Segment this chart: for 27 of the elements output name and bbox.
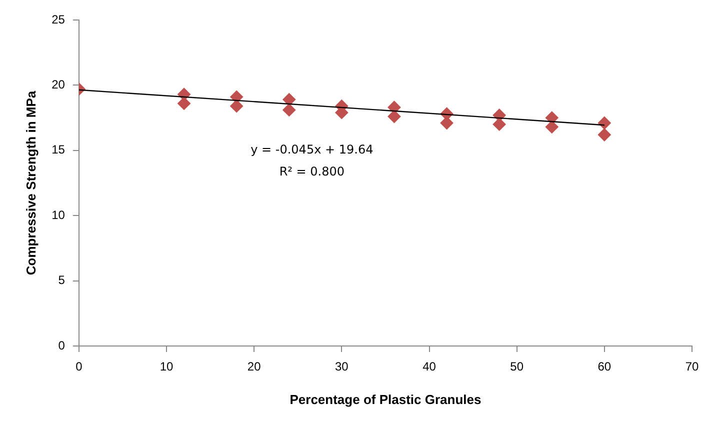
y-tick-label: 20 [52, 78, 66, 92]
x-tick-label: 40 [422, 360, 436, 374]
x-tick-label: 0 [76, 360, 83, 374]
y-tick-label: 25 [52, 12, 66, 26]
point [230, 100, 244, 113]
annotation: R² = 0.800 [279, 164, 344, 179]
y-tick-label: 0 [58, 338, 66, 352]
point [282, 93, 296, 106]
point [282, 103, 296, 116]
point [178, 96, 191, 110]
x-tick-label: 30 [335, 360, 349, 374]
x-tick-label: 20 [247, 360, 262, 374]
x-tick-label: 10 [160, 360, 174, 374]
x-tick-label: 60 [598, 360, 612, 374]
x-tick-label: 70 [685, 360, 699, 374]
y-axis-title: Compressive Strength in MPa [23, 90, 38, 276]
point [440, 116, 454, 130]
y-tick-label: 10 [52, 208, 66, 222]
x-axis-title: Percentage of Plastic Granules [290, 392, 482, 407]
point [598, 116, 611, 130]
point [545, 120, 558, 134]
y-tick-label: 15 [52, 142, 66, 157]
x-tick-label: 50 [510, 360, 524, 374]
annotation: y = -0.045x + 19.64 [250, 142, 374, 157]
point [598, 128, 611, 142]
y-tick-label: 5 [58, 273, 66, 288]
point [492, 118, 506, 131]
